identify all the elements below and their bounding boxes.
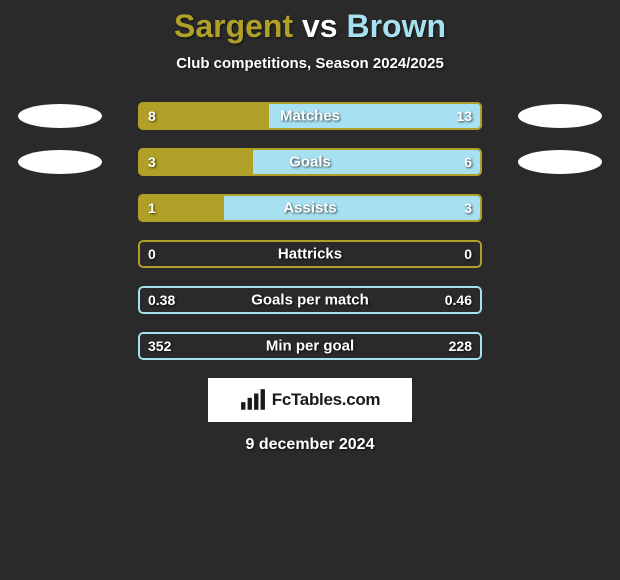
stat-bars: 8 Matches 13 3 Goals 6 1 Assists 3 0 Hattricks 0 0.3… [138,102,482,360]
stat-value-left: 3 [148,154,156,170]
player2-name: Brown [346,8,446,44]
subtitle: Club competitions, Season 2024/2025 [0,55,620,72]
stats-container: 8 Matches 13 3 Goals 6 1 Assists 3 0 Hattricks 0 0.3… [0,102,620,360]
stat-value-left: 352 [148,338,171,354]
stat-value-right: 3 [464,200,472,216]
stat-row: 8 Matches 13 [138,102,482,130]
stat-label: Matches [280,108,340,125]
footer-site-name: FcTables.com [272,390,381,410]
stat-row: 3 Goals 6 [138,148,482,176]
stat-row: 1 Assists 3 [138,194,482,222]
team-badge-right [518,104,602,128]
vs-text: vs [302,8,338,44]
team-badge-right [518,150,602,174]
stat-value-right: 0 [464,246,472,262]
stat-label: Goals per match [251,292,369,309]
left-team-badges [18,102,102,174]
stat-row: 0.38 Goals per match 0.46 [138,286,482,314]
stat-value-left: 1 [148,200,156,216]
comparison-title: Sargent vs Brown [0,0,620,45]
stat-row: 352 Min per goal 228 [138,332,482,360]
stat-label: Hattricks [278,246,342,263]
stat-value-right: 13 [456,108,472,124]
team-badge-left [18,150,102,174]
chart-icon [240,389,266,411]
stat-value-left: 0.38 [148,292,175,308]
stat-fill-right [224,194,482,222]
stat-value-right: 228 [449,338,472,354]
stat-label: Assists [283,200,336,217]
team-badge-left [18,104,102,128]
stat-value-right: 0.46 [445,292,472,308]
stat-fill-right [253,148,482,176]
player1-name: Sargent [174,8,293,44]
stat-label: Min per goal [266,338,354,355]
footer-logo: FcTables.com [208,378,412,422]
date-text: 9 december 2024 [0,436,620,454]
stat-fill-left [138,102,269,130]
stat-value-left: 8 [148,108,156,124]
right-team-badges [518,102,602,174]
stat-value-right: 6 [464,154,472,170]
stat-value-left: 0 [148,246,156,262]
stat-row: 0 Hattricks 0 [138,240,482,268]
stat-label: Goals [289,154,331,171]
